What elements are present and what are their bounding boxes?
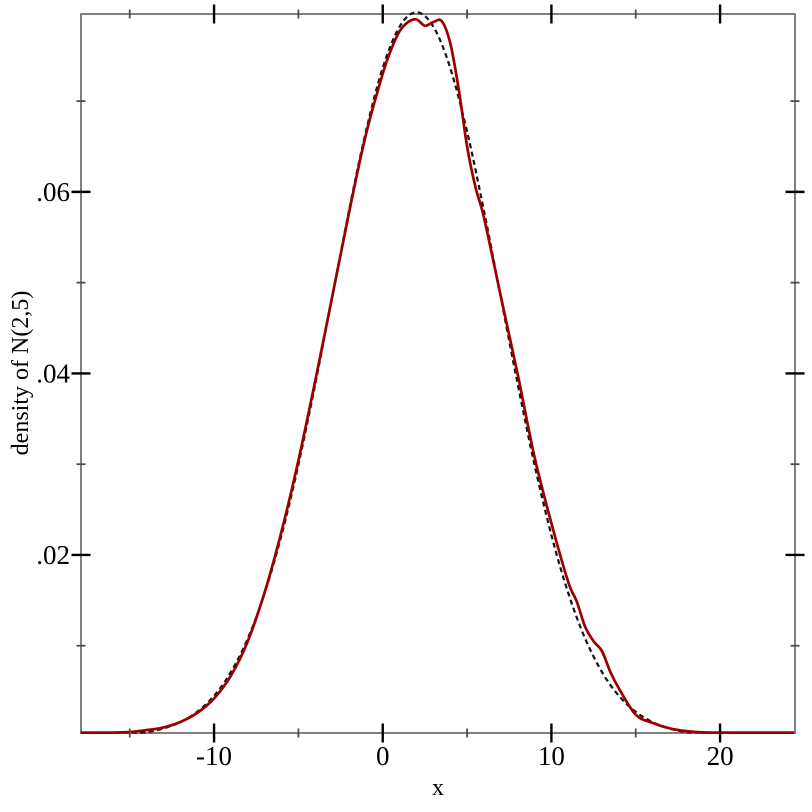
x-axis-title: x [432,775,444,801]
x-tick-label: 0 [376,741,390,771]
ticks-layer [71,4,805,743]
y-tick-label: .06 [36,177,70,207]
plot-frame [80,13,796,734]
kernel-density-solid-curve [80,17,795,734]
y-tick-label: .04 [36,358,70,388]
x-tick-label: 20 [707,741,734,771]
tick-labels-layer: -10 0 10 20 .02 .04 .06 [36,177,733,771]
x-tick-label: -10 [196,741,232,771]
y-tick-label: .02 [36,540,70,570]
curves-layer [80,11,795,734]
y-axis-title: density of N(2,5) [8,291,34,456]
normal-density-dashed-curve [80,11,795,734]
x-tick-label: 10 [538,741,565,771]
